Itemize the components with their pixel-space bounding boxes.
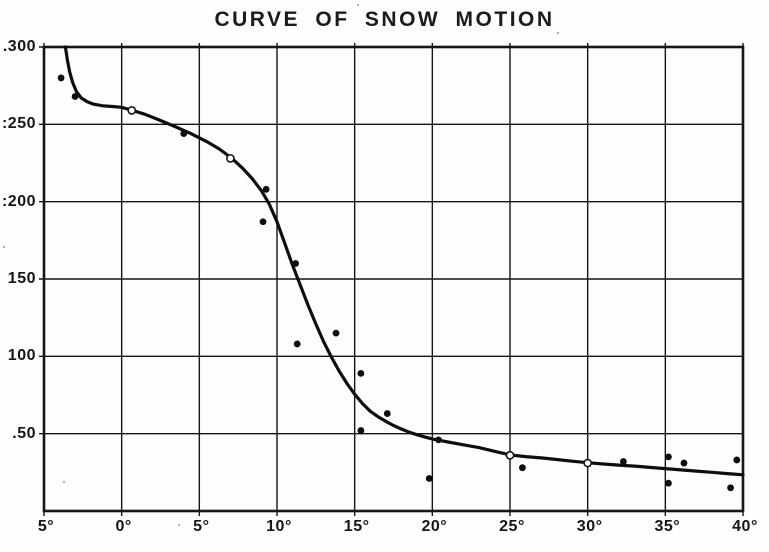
scan-speck [557,32,559,34]
curve-marker-point [225,153,235,163]
data-point [665,479,672,487]
curve-marker-point [583,458,593,468]
scan-speck [3,246,5,248]
data-point [357,369,365,377]
y-tick-label: 100 [7,347,36,365]
x-tick-label: 30° [576,518,603,535]
scan-speck [357,4,359,6]
data-point [57,74,65,82]
x-tick-label: 40° [732,518,758,535]
fitted-curve [63,45,745,477]
data-point [733,456,741,464]
data-point [259,218,267,226]
data-point [332,329,340,337]
data-point [180,130,188,138]
y-tick-label: .300 [2,38,36,55]
data-point [262,185,270,193]
data-point [425,475,433,482]
x-tick-label: 25° [499,518,525,535]
x-tick-label: 0° [115,518,132,535]
y-tick-label: 150 [7,270,36,287]
data-point [357,427,365,434]
data-point [680,459,688,467]
x-tick-label: 35° [654,518,681,535]
curve-marker-point [127,106,137,115]
x-tick-label: 5° [193,518,210,535]
chart-title: CURVE OF SNOW MOTION [214,8,555,31]
data-point [293,340,301,348]
x-tick-label: 20° [421,518,448,535]
x-tick-label: 10° [266,518,292,535]
x-tick-label: 15° [343,518,370,535]
data-point [435,436,442,444]
scan-speck [178,524,180,526]
data-point [519,464,526,472]
y-tick-label: :200 [1,192,36,210]
scan-speck [63,481,65,483]
data-point [292,260,300,267]
data-point [619,458,627,465]
data-point [727,484,734,492]
y-tick-label: :250 [1,115,36,133]
x-tick-label: 5° [37,518,55,535]
plot-frame [42,45,745,513]
data-point [383,410,391,417]
curve-marker-point [505,450,515,460]
y-tick-label: .50 [12,424,36,442]
data-point [665,453,672,461]
data-point [71,93,79,100]
